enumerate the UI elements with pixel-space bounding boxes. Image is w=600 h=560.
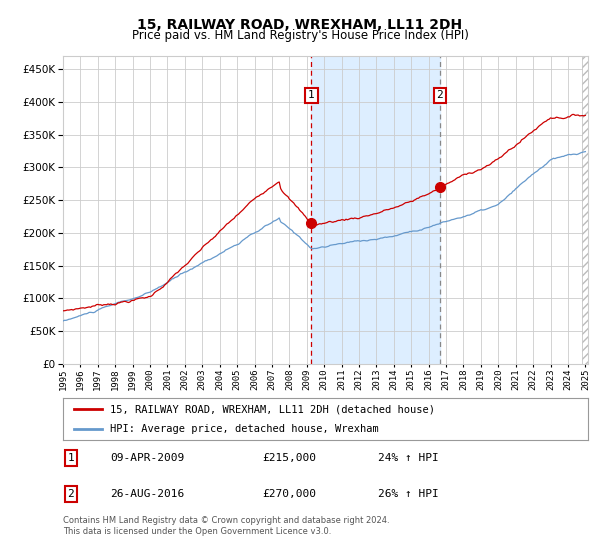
Text: 2: 2 (437, 90, 443, 100)
Text: 24% ↑ HPI: 24% ↑ HPI (378, 453, 439, 463)
Text: 26% ↑ HPI: 26% ↑ HPI (378, 489, 439, 499)
Text: 2: 2 (67, 489, 74, 499)
Text: 26-AUG-2016: 26-AUG-2016 (110, 489, 185, 499)
Bar (582, 56, 588, 364)
Text: £215,000: £215,000 (263, 453, 317, 463)
Text: 1: 1 (67, 453, 74, 463)
Text: Price paid vs. HM Land Registry's House Price Index (HPI): Price paid vs. HM Land Registry's House … (131, 29, 469, 42)
Bar (311, 56, 440, 364)
Text: £270,000: £270,000 (263, 489, 317, 499)
Text: 09-APR-2009: 09-APR-2009 (110, 453, 185, 463)
Text: Contains HM Land Registry data © Crown copyright and database right 2024.
This d: Contains HM Land Registry data © Crown c… (63, 516, 389, 536)
Text: 15, RAILWAY ROAD, WREXHAM, LL11 2DH (detached house): 15, RAILWAY ROAD, WREXHAM, LL11 2DH (det… (110, 404, 435, 414)
Text: HPI: Average price, detached house, Wrexham: HPI: Average price, detached house, Wrex… (110, 424, 379, 434)
Text: 15, RAILWAY ROAD, WREXHAM, LL11 2DH: 15, RAILWAY ROAD, WREXHAM, LL11 2DH (137, 18, 463, 32)
Text: 1: 1 (308, 90, 315, 100)
